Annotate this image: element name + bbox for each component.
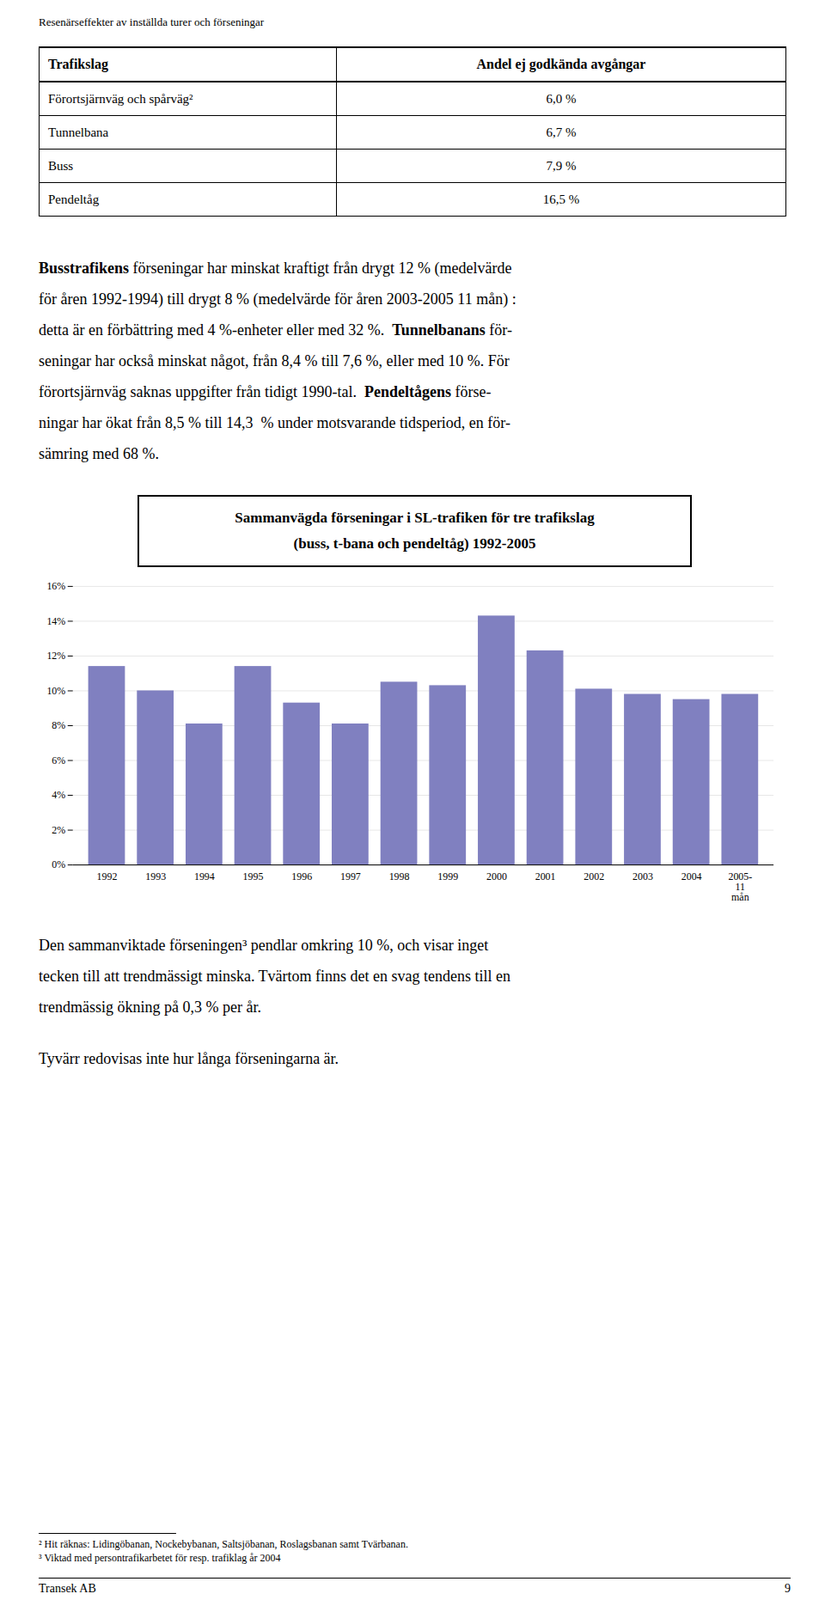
html-text:Busstrafikens förseningar har: Busstrafikens förseningar har minskat kr… [38, 259, 512, 277]
svg-text:1997: 1997 [340, 870, 361, 883]
html-text:³ Viktad med persontrafikarbet: ³ Viktad med persontrafikarbetet för res… [38, 1552, 281, 1565]
svg-text:14%: 14% [46, 615, 66, 628]
svg-text:2005-11mån: 2005-11mån [727, 870, 752, 904]
html-text:16,5 %: 16,5 % [542, 192, 580, 206]
svg-text:6%: 6% [51, 754, 66, 767]
html-text:7,9 %: 7,9 % [546, 158, 577, 173]
svg-text:1998: 1998 [389, 870, 410, 883]
html-text:Tyvärr redovisas inte hur lång: Tyvärr redovisas inte hur långa försenin… [38, 1049, 339, 1068]
svg-text:1996: 1996 [291, 870, 312, 883]
svg-text:1994: 1994 [194, 870, 215, 883]
html-text:detta är en förbättring med 4: detta är en förbättring med 4 %-enheter … [38, 321, 513, 339]
svg-text:2002: 2002 [583, 870, 605, 883]
html-text:för åren 1992-1994) till drygt: för åren 1992-1994) till drygt 8 % (mede… [38, 290, 517, 308]
html-text:Pendeltåg: Pendeltåg [48, 192, 99, 206]
svg-text:0%: 0% [51, 858, 66, 871]
html-text:Sammanvägda förseningar i SL-t: Sammanvägda förseningar i SL-trafiken fö… [234, 509, 595, 526]
html-text:Transek AB: Transek AB [38, 1582, 97, 1595]
html-text:6,0 %: 6,0 % [546, 91, 577, 106]
svg-text:2004: 2004 [681, 870, 703, 883]
html-text:Tunnelbana: Tunnelbana [48, 125, 109, 139]
html-text:trendmässig ökning på 0,3 % pe: trendmässig ökning på 0,3 % per år. [38, 998, 262, 1016]
svg-text:1995: 1995 [243, 870, 264, 883]
svg-text:2%: 2% [51, 824, 66, 837]
html-text:förortsjärnväg saknas uppgifte: förortsjärnväg saknas uppgifter från tid… [38, 383, 492, 401]
svg-text:12%: 12% [46, 649, 66, 662]
svg-text:8%: 8% [51, 719, 66, 732]
svg-text:4%: 4% [51, 788, 66, 801]
html-text:(buss, t-bana och pendeltåg) 1: (buss, t-bana och pendeltåg) 1992-2005 [293, 535, 536, 552]
html-text:² Hit räknas: Lidingöbanan, No: ² Hit räknas: Lidingöbanan, Nockebybanan… [38, 1538, 409, 1551]
html-text:Den sammanviktade förseningen³: Den sammanviktade förseningen³ pendlar o… [38, 936, 489, 954]
html-text:tecken till att trendmässigt m: tecken till att trendmässigt minska. Tvä… [38, 967, 511, 985]
svg-text:16%: 16% [46, 580, 66, 593]
html-text:Trafikslag: Trafikslag [48, 56, 109, 72]
html-text:Förortsjärnväg och spårväg²: Förortsjärnväg och spårväg² [48, 91, 194, 106]
svg-text:2003: 2003 [632, 870, 654, 883]
svg-text:1993: 1993 [145, 870, 166, 883]
svg-text:1999: 1999 [437, 870, 459, 883]
html-text:6,7 %: 6,7 % [546, 125, 577, 139]
svg-text:2001: 2001 [535, 870, 557, 883]
svg-text:1992: 1992 [97, 870, 118, 883]
html-text:ningar har ökat från 8,5 % til: ningar har ökat från 8,5 % till 14,3 % u… [38, 414, 511, 432]
html-text:Andel ej godkända avgångar: Andel ej godkända avgångar [476, 56, 646, 72]
svg-text:10%: 10% [46, 684, 66, 697]
html-text:sämring med 68 %.: sämring med 68 %. [38, 445, 159, 463]
svg-text:2000: 2000 [486, 870, 508, 883]
html-text:seningar har också minskat någ: seningar har också minskat något, från 8… [38, 352, 510, 370]
html-text:Resenärseffekter av inställda: Resenärseffekter av inställda turer och … [38, 15, 264, 29]
html-text:9: 9 [784, 1582, 791, 1595]
html-text:Buss: Buss [48, 158, 74, 173]
